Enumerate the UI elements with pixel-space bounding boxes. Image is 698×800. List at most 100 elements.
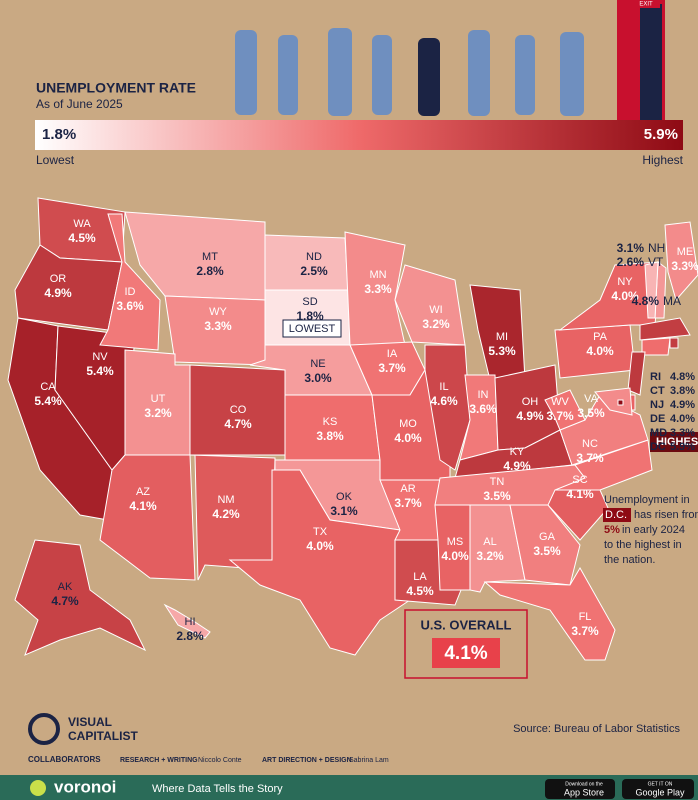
- state: [189, 454, 276, 581]
- scale-bar: [35, 120, 683, 150]
- state-abbr: AZ: [136, 486, 150, 498]
- state-abbr: CA: [40, 381, 56, 393]
- state-value: 4.5%: [406, 584, 434, 598]
- state-abbr: MT: [202, 251, 218, 263]
- app-store: App Store: [564, 787, 604, 797]
- collaborators: COLLABORATORS: [28, 755, 101, 764]
- state-abbr: AK: [58, 581, 73, 593]
- state-value: 3.3%: [670, 427, 695, 439]
- state-abbr: CO: [230, 404, 247, 416]
- state: [228, 469, 431, 656]
- state-value: 4.9%: [516, 409, 544, 423]
- state-abbr: RI: [650, 371, 661, 383]
- map: [7, 197, 698, 661]
- state-value: 4.5%: [68, 231, 96, 245]
- source: Source: Bureau of Labor Statistics: [513, 723, 680, 735]
- state-value: 4.6%: [430, 394, 458, 408]
- state: [644, 261, 659, 319]
- dc-highlight: [603, 508, 631, 522]
- state-abbr: TN: [490, 476, 505, 488]
- state-value: 3.1%: [617, 241, 645, 255]
- state-value: 3.5%: [533, 544, 561, 558]
- note-line: 5%: [604, 524, 620, 536]
- state-abbr: MA: [663, 294, 681, 308]
- lowest-box: [282, 319, 342, 338]
- brand: CAPITALIST: [68, 729, 138, 743]
- dc-note: Unemployment in D.C. has risen from 5% i…: [603, 494, 698, 566]
- credit-role: ART DIRECTION + DESIGN: [262, 757, 352, 764]
- note-line: has risen from: [634, 509, 698, 521]
- google-play-small: GET IT ON: [648, 781, 673, 787]
- state-value: 3.3%: [204, 319, 232, 333]
- state-abbr: DC: [650, 441, 666, 453]
- state-abbr: NC: [582, 438, 598, 450]
- state-value: 3.8%: [670, 385, 695, 397]
- state: [14, 539, 147, 656]
- state-abbr: PA: [593, 331, 608, 343]
- google-play: Google Play: [635, 787, 685, 797]
- state-abbr: SD: [302, 296, 317, 308]
- state-value: 5.3%: [488, 344, 516, 358]
- state: [639, 317, 691, 341]
- state-abbr: WA: [73, 218, 91, 230]
- state-value: 2.5%: [300, 264, 328, 278]
- state-value: 3.7%: [576, 451, 604, 465]
- state-value: 5.4%: [34, 394, 62, 408]
- note-line: in early 2024: [622, 524, 685, 536]
- state: [434, 504, 471, 591]
- state-value: 3.7%: [394, 496, 422, 510]
- state-value: 3.8%: [316, 429, 344, 443]
- app-store-button[interactable]: [545, 779, 615, 799]
- state-abbr: OH: [522, 396, 539, 408]
- state-value: 4.8%: [670, 371, 695, 383]
- state-abbr: IN: [478, 389, 489, 401]
- scale-min-caption: Lowest: [36, 153, 75, 167]
- state-abbr: NM: [217, 494, 234, 506]
- state-abbr: OK: [336, 491, 353, 503]
- state-abbr: NH: [648, 241, 665, 255]
- state-value: 4.9%: [670, 399, 695, 411]
- state-value: 3.2%: [144, 406, 172, 420]
- state-value: 4.9%: [44, 286, 72, 300]
- state-value: 1.8%: [296, 309, 324, 323]
- overall-box: [404, 609, 528, 679]
- subtitle: As of June 2025: [36, 97, 123, 111]
- state: [669, 337, 679, 349]
- state-abbr: LA: [413, 571, 427, 583]
- state-value: 4.8%: [632, 294, 660, 308]
- state-value: 3.1%: [330, 504, 358, 518]
- credits: VISUAL CAPITALIST COLLABORATORS RESEARCH…: [28, 713, 389, 764]
- google-play-button[interactable]: [622, 779, 694, 799]
- state-value: 4.9%: [503, 459, 531, 473]
- overall-value-box: [432, 638, 500, 668]
- state-abbr: OR: [50, 273, 67, 285]
- state: [394, 264, 466, 346]
- state-abbr: HI: [185, 616, 196, 628]
- state-abbr: GA: [539, 531, 556, 543]
- state-value: 4.0%: [586, 344, 614, 358]
- state-value: 4.0%: [394, 431, 422, 445]
- state-value: 3.2%: [476, 549, 504, 563]
- exit-sign: [632, 0, 660, 8]
- state-value: 3.0%: [304, 371, 332, 385]
- note-line: to the highest in: [604, 539, 682, 551]
- state-abbr: MN: [369, 269, 386, 281]
- state-value: 4.0%: [306, 539, 334, 553]
- state: [594, 387, 633, 416]
- state-abbr: KS: [323, 416, 338, 428]
- exit-text: EXIT: [639, 2, 653, 8]
- scale-min: 1.8%: [42, 126, 76, 143]
- state-abbr: ME: [677, 246, 694, 258]
- state-abbr: MO: [399, 418, 417, 430]
- state-abbr: VA: [584, 393, 599, 405]
- people: [235, 28, 584, 116]
- door-frame: [640, 4, 662, 120]
- state-value: 3.3%: [671, 259, 698, 273]
- state-abbr: MS: [447, 536, 464, 548]
- state-abbr: TX: [313, 526, 328, 538]
- state-abbr: NY: [617, 276, 633, 288]
- state-abbr: AL: [483, 536, 496, 548]
- highest-label: HIGHEST: [656, 436, 698, 448]
- state-value: 3.7%: [546, 409, 574, 423]
